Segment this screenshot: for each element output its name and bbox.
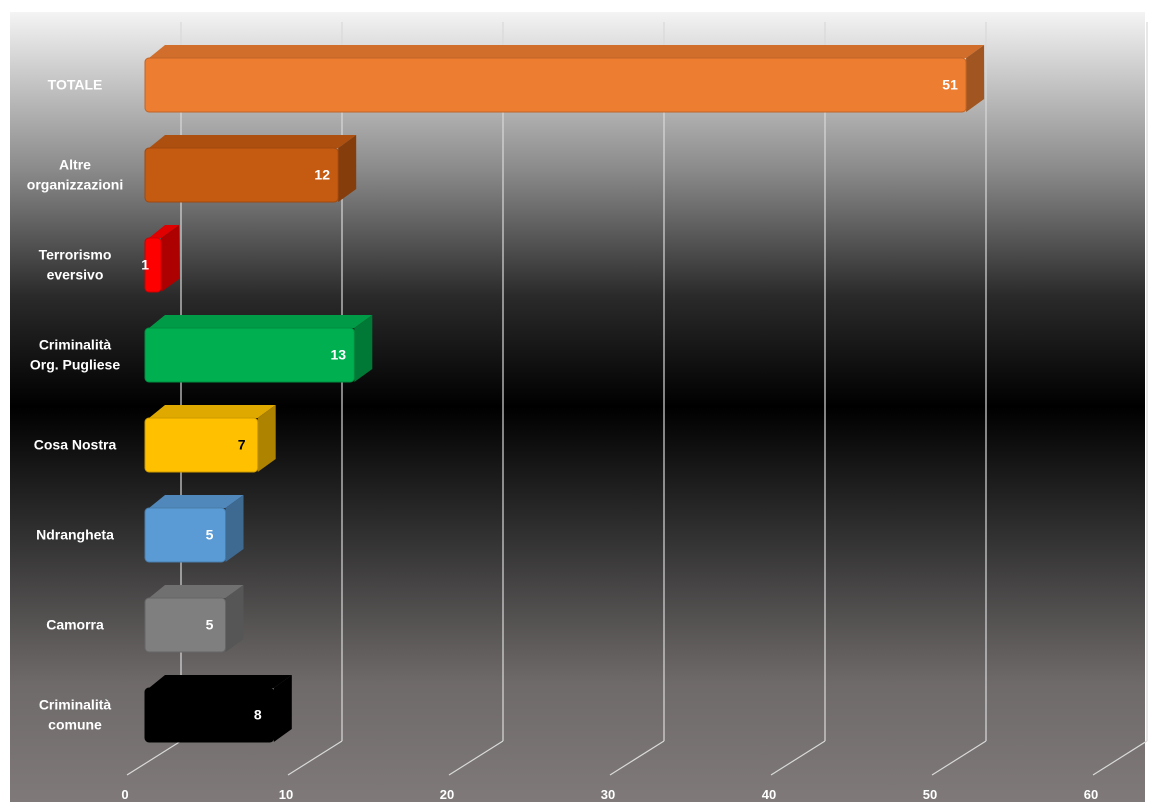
gridline-floor — [609, 740, 665, 776]
bar: 51 — [144, 45, 985, 113]
bar: 5 — [144, 495, 244, 563]
bar-top-face — [149, 495, 244, 508]
bar-front-face — [144, 507, 226, 563]
bar-side-face — [225, 495, 244, 562]
category-labels: TOTALE Altre organizzazioni Terrorismo evers… — [27, 77, 123, 733]
gridline-floor — [126, 740, 182, 776]
category-label: Ndrangheta — [36, 527, 114, 543]
category-label: TOTALE — [48, 77, 103, 93]
bar-value-label: 8 — [254, 707, 262, 723]
category-label: Altre organizzazioni — [27, 157, 123, 193]
category-label: Criminalità Org. Pugliese — [30, 337, 120, 373]
bar-top-face — [149, 135, 357, 148]
bar-value-label: 7 — [238, 437, 246, 453]
bar-top-face — [149, 675, 292, 688]
gridline-floor — [448, 740, 504, 776]
bar: 13 — [144, 315, 373, 383]
bar: 5 — [144, 585, 244, 653]
gridline-floor — [287, 740, 343, 776]
bar: 1 — [141, 225, 180, 293]
bar-front-face — [144, 417, 259, 473]
bar-value-label: 51 — [942, 77, 958, 93]
bar-top-face — [149, 225, 180, 238]
bar-side-face — [257, 405, 276, 472]
category-label: Criminalità comune — [39, 697, 112, 733]
category-label: Terrorismo eversivo — [39, 247, 112, 283]
bar-value-label: 5 — [206, 527, 214, 543]
bar-side-face — [966, 45, 985, 112]
bar-front-face — [144, 57, 967, 113]
gridline-floor — [770, 740, 826, 776]
bar-front-face — [144, 237, 162, 293]
bar: 8 — [144, 675, 292, 743]
category-label: Camorra — [46, 617, 104, 633]
x-tick-label: 30 — [601, 787, 615, 802]
bar-front-face — [144, 147, 339, 203]
bar-front-face — [144, 327, 355, 383]
gridline-floor — [1092, 740, 1148, 776]
x-tick-label: 0 — [121, 787, 128, 802]
bar-side-face — [354, 315, 373, 382]
bar-top-face — [149, 315, 373, 328]
bars: 51 12 1 13 7 5 5 8 — [141, 45, 985, 743]
x-tick-label: 40 — [762, 787, 776, 802]
x-tick-label: 10 — [279, 787, 293, 802]
bar-top-face — [149, 585, 244, 598]
bar: 7 — [144, 405, 276, 473]
category-label: Cosa Nostra — [34, 437, 117, 453]
bar-front-face — [144, 597, 226, 653]
bar-side-face — [161, 225, 180, 292]
x-tick-label: 20 — [440, 787, 454, 802]
bar-side-face — [338, 135, 357, 202]
bar-value-label: 13 — [331, 347, 347, 363]
bar-value-label: 12 — [314, 167, 330, 183]
gridline-floor — [931, 740, 987, 776]
bar-top-face — [149, 45, 985, 58]
x-tick-label: 60 — [1084, 787, 1098, 802]
bar: 12 — [144, 135, 357, 203]
bar-value-label: 1 — [141, 257, 149, 273]
bar-top-face — [149, 405, 276, 418]
x-axis-ticks: 0 10 20 30 40 50 60 — [121, 787, 1098, 802]
bar-side-face — [225, 585, 244, 652]
bar-value-label: 5 — [206, 617, 214, 633]
x-tick-label: 50 — [923, 787, 937, 802]
bar-front-face — [144, 687, 275, 743]
bar-side-face — [273, 675, 292, 742]
